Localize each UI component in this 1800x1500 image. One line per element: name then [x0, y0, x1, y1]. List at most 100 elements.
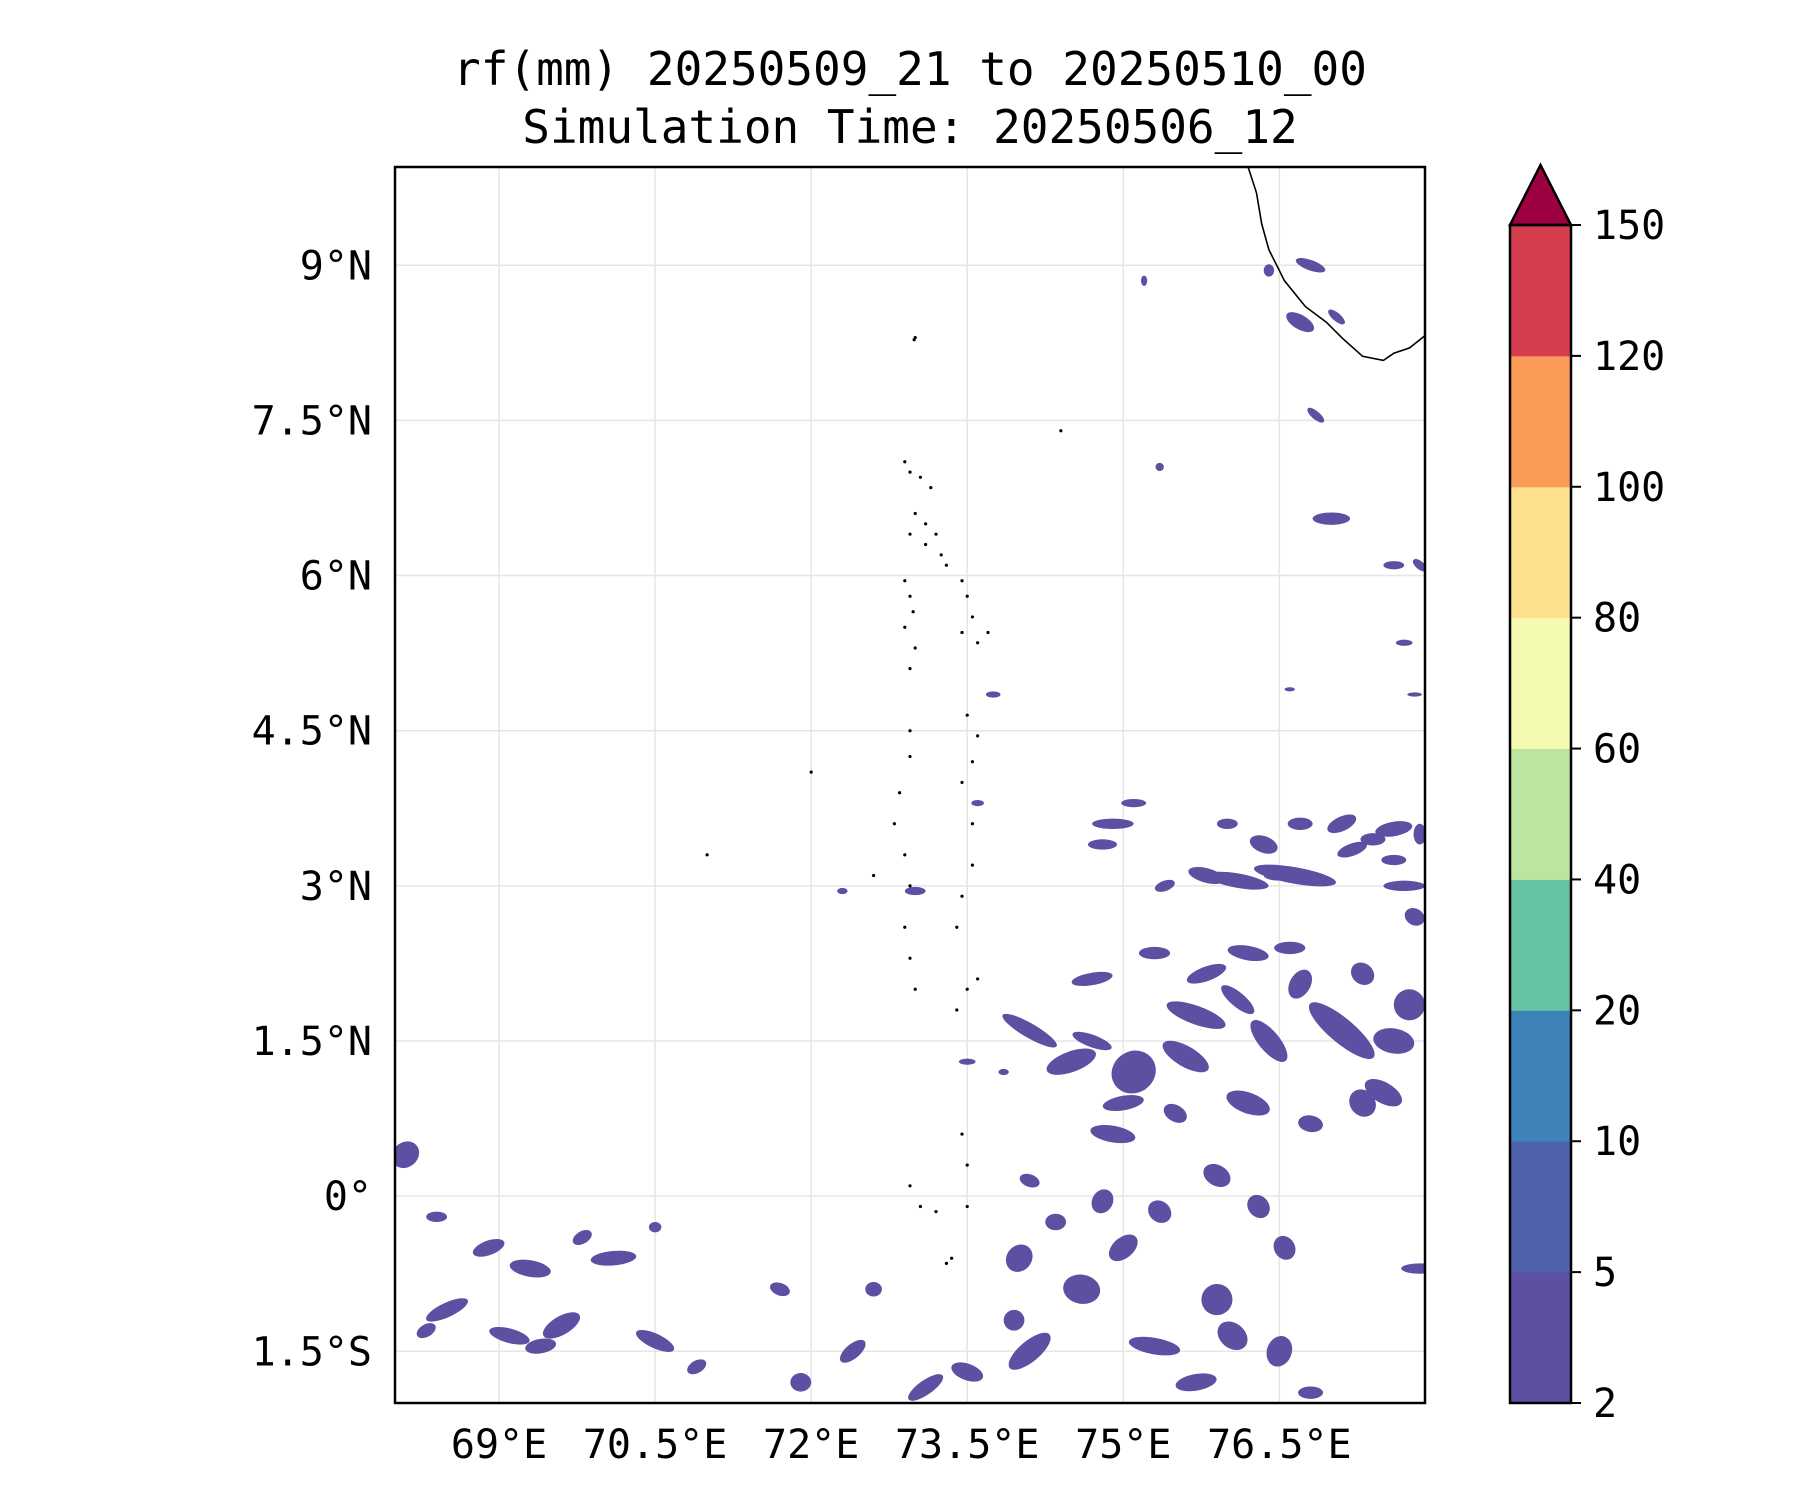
rain-area: [769, 1282, 790, 1297]
lat-tick-label: 1.5°N: [252, 1019, 372, 1065]
rain-area: [1226, 1090, 1270, 1116]
island: [934, 1210, 938, 1214]
island: [955, 1008, 959, 1012]
rain-area: [1227, 945, 1269, 962]
rain-area: [395, 1141, 420, 1169]
island: [960, 1132, 964, 1136]
colorbar-segment: [1510, 486, 1571, 619]
island: [924, 542, 928, 547]
rain-area: [1274, 941, 1306, 955]
rain-area: [1328, 309, 1345, 325]
lon-tick-label: 73.5°E: [895, 1422, 1040, 1468]
rain-area: [908, 1374, 944, 1401]
rain-area: [1375, 821, 1413, 837]
rain-area: [1295, 258, 1326, 273]
colorbar-segment: [1510, 1272, 1571, 1404]
longitude-ticks: 69°E 70.5°E 72°E 73.5°E 75°E 76.5°E: [451, 1422, 1352, 1468]
island: [903, 625, 907, 629]
rain-area: [1350, 962, 1375, 986]
map-title: rf(mm) 20250509_21 to 20250510_00 Simula…: [395, 40, 1425, 156]
lon-tick-label: 69°E: [451, 1422, 547, 1468]
rain-area: [1249, 835, 1278, 854]
rain-area: [1216, 818, 1238, 829]
island: [965, 1204, 969, 1209]
lat-tick-label: 3°N: [300, 864, 372, 910]
rain-area: [1045, 1213, 1067, 1231]
island: [908, 1184, 912, 1188]
rain-area: [1360, 833, 1386, 846]
rain-area: [1121, 798, 1147, 808]
rain-area: [1412, 558, 1425, 572]
rain-area: [1092, 818, 1134, 829]
island: [934, 532, 938, 536]
rain-area: [1250, 1019, 1288, 1062]
island: [1059, 429, 1063, 433]
rain-area: [971, 799, 984, 807]
lat-tick-label: 7.5°N: [252, 398, 372, 444]
gridlines: [395, 167, 1425, 1403]
island: [903, 853, 907, 857]
island: [897, 791, 902, 795]
colorbar-label: 10: [1593, 1119, 1641, 1165]
colorbar-label: 120: [1593, 334, 1665, 380]
lat-tick-label: 1.5°S: [252, 1329, 372, 1375]
colorbar-segment: [1510, 1010, 1571, 1142]
latitude-ticks: 9°N 7.5°N 6°N 4.5°N 3°N 1.5°N 0° 1.5°S: [252, 243, 372, 1375]
coastline-india: [1247, 167, 1425, 362]
rain-area: [1364, 1078, 1403, 1107]
rain-area: [648, 1221, 662, 1233]
rain-area: [590, 1250, 637, 1266]
rain-area: [1298, 1115, 1323, 1133]
map-frame: [393, 165, 1427, 1405]
rain-area: [839, 1339, 866, 1363]
rainfall-areas: [395, 258, 1425, 1401]
rain-area: [1102, 1095, 1144, 1112]
rain-area: [865, 1281, 882, 1297]
rain-area: [951, 1362, 984, 1382]
rain-area: [1071, 971, 1113, 987]
island: [913, 336, 917, 340]
island: [903, 460, 907, 464]
colorbar-label: 20: [1593, 988, 1641, 1034]
rain-area: [1046, 1048, 1096, 1075]
rain-area: [985, 691, 1001, 698]
rain-area: [1154, 879, 1175, 892]
colorbar-segment: [1510, 617, 1571, 750]
island: [976, 977, 980, 981]
rain-area: [790, 1373, 812, 1392]
rain-area: [1138, 946, 1171, 960]
island: [960, 579, 964, 583]
colorbar-segment: [1510, 355, 1571, 488]
rain-area: [1175, 1373, 1217, 1392]
rain-area: [1312, 512, 1351, 525]
rain-area: [1005, 1244, 1033, 1272]
rain-area: [998, 1068, 1009, 1076]
island: [892, 822, 896, 826]
rain-area: [1008, 1332, 1051, 1370]
rain-area: [1373, 1028, 1415, 1054]
island: [908, 729, 912, 733]
island: [908, 956, 912, 960]
rain-area: [1395, 639, 1413, 646]
rain-area: [1155, 462, 1164, 472]
rain-area: [1288, 969, 1313, 999]
island: [913, 987, 917, 991]
island: [960, 630, 964, 635]
island: [965, 987, 969, 991]
colorbar-extend-arrow: [1507, 162, 1574, 227]
island: [918, 475, 923, 479]
lat-tick-label: 0°: [324, 1174, 372, 1220]
island: [944, 1261, 949, 1265]
island: [908, 754, 912, 759]
colorbar-segment: [1510, 748, 1571, 880]
island: [939, 553, 943, 557]
rain-area: [1266, 1336, 1293, 1367]
island: [871, 873, 876, 878]
colorbar: 2 5 10 20 40 60 80 100 120 150: [1507, 162, 1665, 1427]
colorbar-segment: [1510, 879, 1571, 1011]
rain-area: [426, 1298, 468, 1322]
title-line-2: Simulation Time: 20250506_12: [522, 100, 1298, 154]
colorbar-segment: [1510, 225, 1571, 357]
coastline: [705, 167, 1425, 1265]
lon-tick-label: 72°E: [763, 1422, 859, 1468]
